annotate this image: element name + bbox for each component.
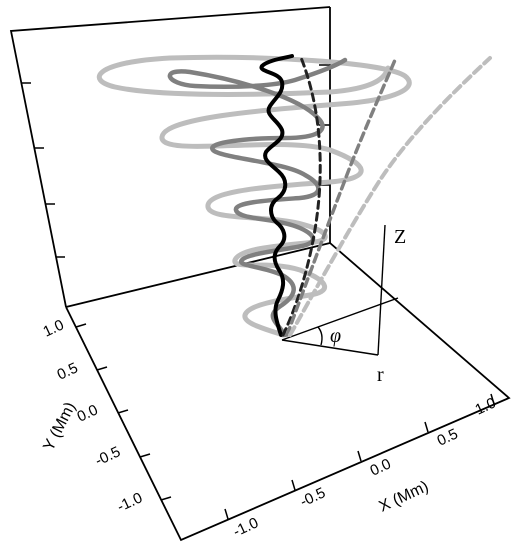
back-wall-bottom-edge xyxy=(65,242,331,308)
y-tick-label: 0.5 xyxy=(55,359,81,383)
y-tick-label: -1.0 xyxy=(115,489,146,515)
cone-dashed-light xyxy=(288,56,492,337)
tornado-curves xyxy=(96,53,492,338)
r-symbol: r xyxy=(377,364,384,386)
x-axis-label: X (Mm) xyxy=(377,478,432,516)
x-axis-ticks xyxy=(224,393,495,520)
phi-symbol: φ xyxy=(330,325,341,347)
y-tick-label: -0.5 xyxy=(93,443,124,469)
phi-angle-arc xyxy=(317,326,323,346)
floor-frame xyxy=(65,242,511,542)
outer-helix xyxy=(96,54,412,338)
y-tick-label: 0.0 xyxy=(75,401,101,425)
r-direction-line xyxy=(281,339,379,356)
r-projection-line xyxy=(281,297,399,341)
left-back-wall xyxy=(9,6,331,308)
inner-helix xyxy=(259,54,294,337)
cylindrical-coordinate-indicator xyxy=(281,224,399,356)
y-axis-ticks xyxy=(75,323,172,501)
x-tick-label: 1.0 xyxy=(473,394,499,418)
z-direction-line xyxy=(377,224,386,356)
middle-helix xyxy=(167,57,348,338)
y-tick-label: 1.0 xyxy=(41,316,67,340)
x-tick-label: 0.0 xyxy=(368,455,394,479)
x-tick-label: -1.0 xyxy=(231,514,262,540)
z-symbol: Z xyxy=(394,226,406,248)
axis-dashed-grey xyxy=(285,58,397,337)
back-wall-frame xyxy=(9,6,331,308)
z-ticks-left-wall xyxy=(22,64,330,258)
axis-dashed-black xyxy=(281,53,322,337)
x-tick-labels: -1.0 -0.5 0.0 0.5 1.0 xyxy=(231,394,499,540)
y-axis-label: Y (Mm) xyxy=(40,400,79,454)
